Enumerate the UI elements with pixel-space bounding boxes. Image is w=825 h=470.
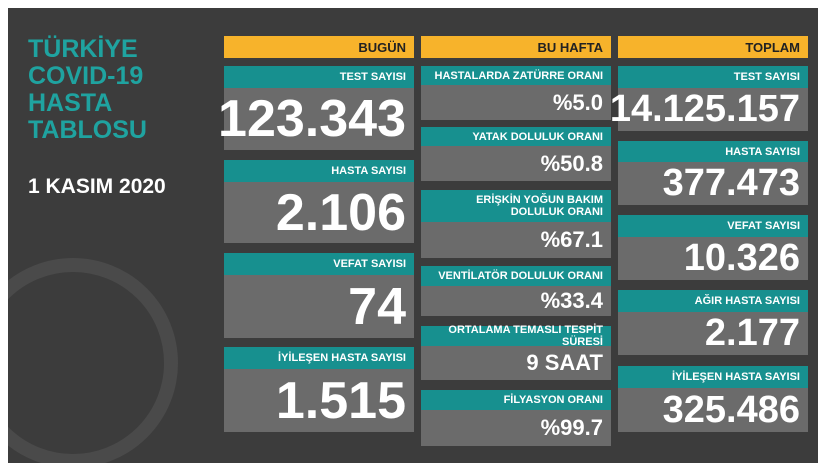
card-label: İYİLEŞEN HASTA SAYISI: [618, 366, 808, 388]
card-value: 377.473: [618, 162, 808, 205]
card-label: AĞIR HASTA SAYISI: [618, 290, 808, 312]
card-value: 2.106: [224, 182, 414, 243]
card-value: %50.8: [421, 146, 611, 181]
card-value: 1.515: [224, 369, 414, 432]
column-header: TOPLAM: [618, 36, 808, 58]
card-label: ORTALAMA TEMASLI TESPİT SÜRESİ: [421, 324, 611, 348]
board: TÜRKİYE COVID-19 HASTA TABLOSU 1 KASIM 2020 B…: [8, 8, 818, 463]
title-line: COVID-19: [28, 62, 144, 90]
title-line: HASTA: [28, 89, 113, 117]
card-value: 14.125.157: [610, 88, 808, 131]
date: 1 KASIM 2020: [28, 175, 166, 198]
card-label: YATAK DOLULUK ORANI: [421, 127, 611, 146]
card-label: VEFAT SAYISI: [618, 215, 808, 237]
card-value: %67.1: [421, 222, 611, 258]
card-value: 123.343: [218, 88, 414, 150]
column-header: BUGÜN: [224, 36, 414, 58]
card-label: TEST SAYISI: [618, 66, 808, 88]
card-label: VENTİLATÖR DOLULUK ORANI: [421, 266, 611, 286]
card-label: FİLYASYON ORANI: [421, 390, 611, 410]
card-value: 10.326: [618, 237, 808, 280]
card-label: İYİLEŞEN HASTA SAYISI: [224, 347, 414, 369]
card-value: %99.7: [421, 410, 611, 446]
card-label: TEST SAYISI: [224, 66, 414, 88]
card-label: ERİŞKİN YOĞUN BAKIM DOLULUK ORANI: [421, 190, 611, 222]
card-value: 2.177: [618, 312, 808, 355]
card-label: VEFAT SAYISI: [224, 253, 414, 275]
card-label: HASTA SAYISI: [618, 141, 808, 162]
card-value: %5.0: [421, 85, 611, 120]
card-label: HASTA SAYISI: [224, 160, 414, 182]
emblem: [8, 258, 178, 463]
card-value: 9 SAAT: [421, 346, 611, 380]
title-line: TÜRKİYE: [28, 35, 138, 63]
column-header: BU HAFTA: [421, 36, 611, 58]
card-label: HASTALARDA ZATÜRRE ORANI: [421, 66, 611, 85]
card-value: %33.4: [421, 286, 611, 316]
title-line: TABLOSU: [28, 116, 147, 144]
card-value: 74: [224, 275, 414, 338]
card-value: 325.486: [618, 388, 808, 432]
